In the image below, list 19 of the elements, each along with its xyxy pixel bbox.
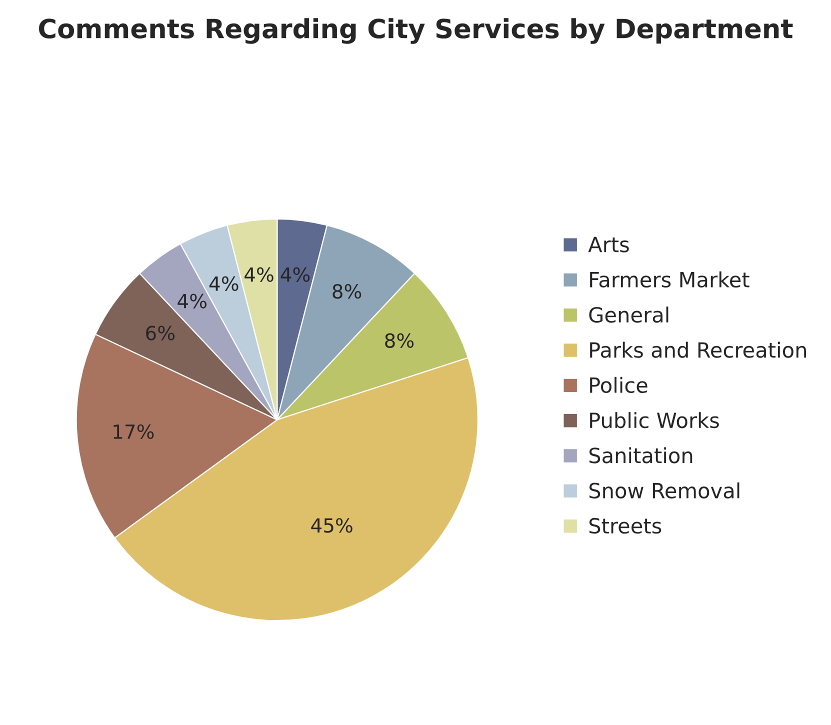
legend-label: Public Works (590, 412, 719, 428)
legend-label: Arts (588, 236, 629, 252)
legend-label: Sanitation (589, 447, 692, 464)
legend-label: Farmers Market (590, 271, 750, 288)
data-label: 8% (385, 333, 414, 348)
data-label: 45% (311, 518, 352, 533)
data-label: 6% (146, 326, 175, 340)
data-label: 17% (114, 424, 154, 440)
data-label: 4% (209, 276, 238, 291)
legend-label: Police (590, 376, 648, 394)
legend-label: General (589, 306, 668, 323)
chart-title: Comments Regarding City Services by Department (39, 18, 793, 44)
legend-label: Parks and Recreation (590, 342, 806, 358)
legend-label: Streets (589, 518, 662, 534)
legend-label: Snow Removal (589, 482, 740, 499)
data-label: 4% (244, 267, 274, 282)
data-label: 8% (332, 284, 362, 299)
data-label: 4% (280, 267, 310, 282)
data-label: 4% (178, 294, 206, 308)
